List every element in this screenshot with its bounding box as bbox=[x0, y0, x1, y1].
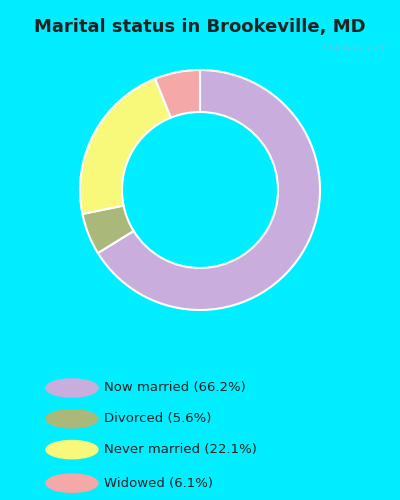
Wedge shape bbox=[155, 70, 200, 117]
Text: Divorced (5.6%): Divorced (5.6%) bbox=[104, 412, 211, 426]
Circle shape bbox=[46, 440, 98, 458]
Wedge shape bbox=[82, 206, 134, 253]
Text: City-Data.com: City-Data.com bbox=[324, 43, 388, 52]
Wedge shape bbox=[98, 70, 320, 310]
Text: Widowed (6.1%): Widowed (6.1%) bbox=[104, 476, 213, 490]
Text: Never married (22.1%): Never married (22.1%) bbox=[104, 443, 257, 456]
Text: Now married (66.2%): Now married (66.2%) bbox=[104, 382, 246, 394]
Wedge shape bbox=[80, 78, 171, 214]
Circle shape bbox=[46, 379, 98, 397]
Circle shape bbox=[46, 474, 98, 492]
Text: Marital status in Brookeville, MD: Marital status in Brookeville, MD bbox=[34, 18, 366, 36]
Circle shape bbox=[46, 410, 98, 428]
